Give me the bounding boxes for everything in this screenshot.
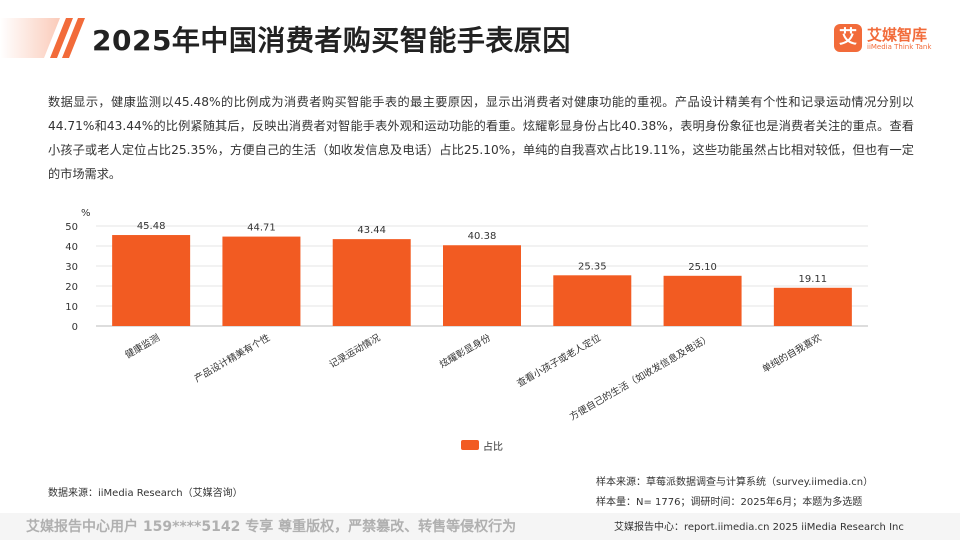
logo-name: 艾媒智库 [867, 26, 928, 44]
summary-text: 数据显示，健康监测以45.48%的比例成为消费者购买智能手表的最主要原因，显示出… [48, 95, 914, 181]
y-tick-label: 50 [65, 222, 78, 233]
bar [332, 239, 411, 326]
bar [663, 275, 742, 326]
y-tick-label: 30 [65, 262, 78, 273]
data-source: 数据来源：iiMedia Research（艾媒咨询） [48, 488, 243, 499]
x-tick-label: 炫耀彰显身份 [437, 332, 493, 371]
y-tick-label: 40 [65, 242, 78, 253]
sample-size: 样本量：N= 1776；调研时间：2025年6月；本题为多选题 [596, 497, 863, 508]
footer-report-center: 艾媒报告中心：report.iimedia.cn 2025 iiMedia Re… [614, 522, 904, 533]
x-tick-label: 记录运动情况 [327, 332, 383, 371]
data-label: 25.35 [578, 261, 607, 272]
title-slash-decoration [0, 18, 85, 58]
bar [112, 235, 191, 326]
bar [222, 236, 301, 326]
logo-subtitle: iiMedia Think Tank [867, 43, 932, 51]
legend-swatch [461, 440, 479, 450]
legend-label: 占比 [483, 442, 503, 453]
x-tick-label: 产品设计精美有个性 [192, 332, 272, 385]
header: 2025年中国消费者购买智能手表原因 艾 艾媒智库 iiMedia Think … [0, 0, 960, 76]
y-axis-unit: % [81, 208, 91, 219]
data-label: 43.44 [357, 225, 386, 236]
data-label: 25.10 [688, 262, 717, 273]
y-tick-label: 20 [65, 282, 78, 293]
x-tick-label: 单纯的自我喜欢 [760, 332, 824, 376]
bar [773, 287, 852, 326]
page-title: 2025年中国消费者购买智能手表原因 [92, 24, 571, 57]
data-label: 45.48 [137, 221, 166, 232]
bar [553, 275, 632, 326]
y-tick-label: 10 [65, 302, 78, 313]
x-tick-label: 健康监测 [123, 332, 162, 361]
iimedia-logo-icon: 艾 艾媒智库 iiMedia Think Tank [834, 24, 944, 56]
bar [443, 245, 521, 326]
x-tick-label: 查看小孩子或老人定位 [515, 332, 604, 390]
footer-watermark: 艾媒报告中心用户 159****5142 专享 尊重版权，严禁篡改、转售等侵权行… [26, 519, 517, 535]
sample-source: 样本来源：草莓派数据调查与计算系统（survey.iimedia.cn） [596, 477, 874, 488]
logo-mark: 艾 [834, 24, 862, 52]
bar-chart: 45.48 44.71 43.44 40.38 25.35 25.10 19.11 0 10 2… [65, 208, 868, 423]
y-tick-label: 0 [72, 322, 78, 333]
data-label: 44.71 [247, 223, 276, 234]
footer-bar [0, 513, 960, 540]
data-label: 40.38 [468, 231, 497, 242]
data-label: 19.11 [799, 274, 828, 285]
